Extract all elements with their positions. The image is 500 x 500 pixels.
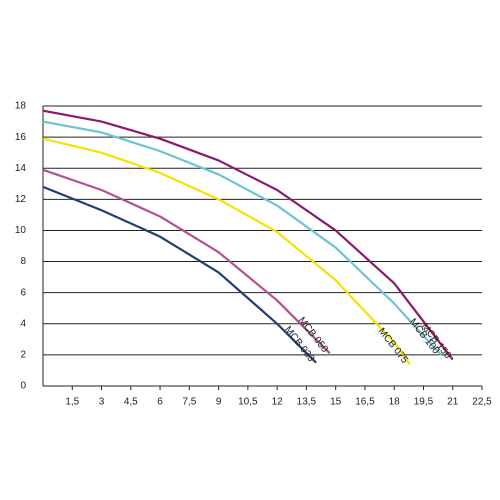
x-tick-label: 4,5 xyxy=(124,397,138,408)
x-tick-label: 18 xyxy=(389,397,401,408)
y-tick-label: 4 xyxy=(20,318,26,329)
x-tick-label: 16,5 xyxy=(355,397,375,408)
curve xyxy=(42,137,411,365)
x-tick-label: 9 xyxy=(216,397,222,408)
x-tick-label: 7,5 xyxy=(182,397,196,408)
y-tick-label: 18 xyxy=(15,101,27,112)
x-tick-label: 21 xyxy=(447,397,459,408)
x-tick-label: 19,5 xyxy=(414,397,434,408)
series-label: MCB 075 xyxy=(376,326,411,366)
x-tick-label: 1,5 xyxy=(65,397,79,408)
curve xyxy=(42,120,442,356)
y-tick-label: 2 xyxy=(20,350,26,361)
curve xyxy=(42,109,454,361)
y-tick-label: 0 xyxy=(20,381,26,392)
x-tick-label: 3 xyxy=(99,397,105,408)
y-tick-label: 6 xyxy=(20,287,26,298)
x-tick-label: 10,5 xyxy=(238,397,258,408)
x-tick-label: 13,5 xyxy=(297,397,317,408)
y-tick-label: 16 xyxy=(15,132,27,143)
y-tick-label: 14 xyxy=(15,163,27,174)
y-tick-label: 8 xyxy=(20,256,26,267)
x-tick-label: 22,5 xyxy=(472,397,492,408)
y-tick-label: 10 xyxy=(15,225,27,236)
curve xyxy=(42,185,317,364)
x-tick-label: 15 xyxy=(330,397,342,408)
x-tick-label: 6 xyxy=(157,397,163,408)
curve xyxy=(42,168,331,355)
y-tick-label: 12 xyxy=(15,194,27,205)
x-tick-label: 12 xyxy=(272,397,284,408)
